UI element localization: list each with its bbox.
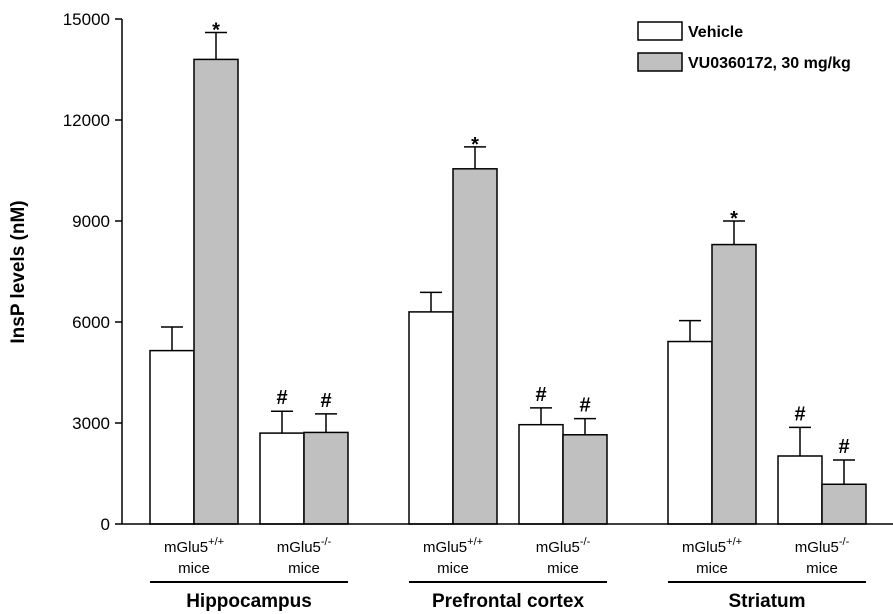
vehicle-bar <box>518 423 564 525</box>
group-label: Hippocampus <box>186 591 312 612</box>
vehicle-bar <box>777 455 823 525</box>
significance-marker: * <box>212 19 220 41</box>
y-tick-label: 12000 <box>63 111 110 130</box>
category-label-line2: mice <box>547 560 579 577</box>
category-label: mGlu5-/- <box>795 536 850 556</box>
legend-swatch <box>637 52 683 72</box>
significance-marker: # <box>579 395 590 417</box>
category-label: mGlu5-/- <box>536 536 591 556</box>
category-label-line2: mice <box>437 560 469 577</box>
drug-bar <box>193 58 239 525</box>
category-labels: mGlu5+/+ mice mGlu5-/- mice Hippocampus mGlu5… <box>150 536 866 612</box>
y-tick-label: 15000 <box>63 10 110 29</box>
category-label: mGlu5-/- <box>277 536 332 556</box>
legend: Vehicle VU0360172, 30 mg/kg <box>637 21 851 72</box>
category-label-line2: mice <box>178 560 210 577</box>
significance-marker: # <box>320 390 331 412</box>
y-tick-label: 9000 <box>72 212 110 231</box>
group-label: Striatum <box>728 591 805 612</box>
vehicle-bar <box>149 349 195 525</box>
drug-bar <box>821 483 867 525</box>
legend-label: VU0360172, 30 mg/kg <box>688 55 851 72</box>
category-label: mGlu5+/+ <box>164 536 224 556</box>
y-tick-label: 0 <box>101 515 110 534</box>
significance-marker: * <box>730 208 738 230</box>
y-tick-label: 6000 <box>72 313 110 332</box>
bars-layer: * # # * # # * # # <box>122 19 893 525</box>
legend-swatch <box>637 21 683 41</box>
drug-bar <box>711 243 757 525</box>
y-axis: 0 3000 6000 9000 12000 15000 <box>63 10 123 534</box>
y-axis-title: InsP levels (nM) <box>8 200 29 343</box>
significance-marker: # <box>535 384 546 406</box>
significance-marker: # <box>276 387 287 409</box>
category-label-line2: mice <box>806 560 838 577</box>
vehicle-bar <box>259 432 305 525</box>
vehicle-bar <box>408 311 454 525</box>
vehicle-bar <box>667 340 713 525</box>
category-label: mGlu5+/+ <box>423 536 483 556</box>
y-tick-label: 3000 <box>72 414 110 433</box>
legend-label: Vehicle <box>688 24 743 41</box>
significance-marker: * <box>471 134 479 156</box>
group-label: Prefrontal cortex <box>432 591 584 612</box>
category-label: mGlu5+/+ <box>682 536 742 556</box>
category-label-line2: mice <box>696 560 728 577</box>
drug-bar <box>452 168 498 525</box>
drug-bar <box>303 431 349 525</box>
drug-bar <box>562 434 608 525</box>
category-label-line2: mice <box>288 560 320 577</box>
significance-marker: # <box>838 436 849 458</box>
significance-marker: # <box>794 403 805 425</box>
